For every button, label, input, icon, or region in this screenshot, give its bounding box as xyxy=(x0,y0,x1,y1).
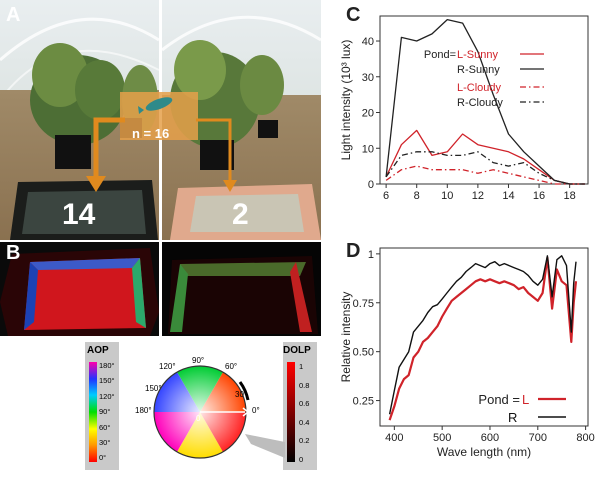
y-tick-label: 10 xyxy=(362,143,374,155)
fish-total-label: n = 16 xyxy=(132,126,170,141)
aop-colorbar xyxy=(89,362,97,462)
plot-frame xyxy=(379,247,589,427)
y-tick-label: 30 xyxy=(362,72,374,84)
aop-tick: 30° xyxy=(99,438,111,448)
color-legend: AOP 180° 150° 120° 90° 60° 30° 0° DOLP 1… xyxy=(85,342,325,474)
x-tick-label: 6 xyxy=(383,190,389,202)
dolp-title: DOLP xyxy=(283,345,311,356)
dolp-tick: 0.4 xyxy=(299,417,310,427)
dolp-colorbar xyxy=(287,362,295,462)
arrow-to-right-pond xyxy=(196,118,232,182)
legend-label-r-cloudy: R-Cloudy xyxy=(457,97,503,109)
aop-tick: 0° xyxy=(99,453,107,463)
aop-tick: 90° xyxy=(99,407,111,417)
x-axis-label: Wave length (nm) xyxy=(437,445,531,459)
y-tick-label: 0 xyxy=(368,179,374,191)
aop-tick: 60° xyxy=(99,422,111,432)
x-tick-label: 16 xyxy=(533,190,545,202)
panel-b: B xyxy=(0,242,321,336)
y-tick-label: 1 xyxy=(368,249,374,261)
plot-frame xyxy=(379,15,589,185)
x-tick-label: 400 xyxy=(385,432,403,444)
wheel-label-0: 0° xyxy=(252,406,260,415)
series-line-r-cloudy xyxy=(385,151,585,185)
aop-ticks: 180° 150° 120° 90° 60° 30° 0° xyxy=(99,358,115,466)
arrow-to-left-pond xyxy=(93,117,125,178)
panel-b-letter: B xyxy=(6,242,21,264)
legend-label-l-sunny: L-Sunny xyxy=(457,49,498,61)
wheel-label-150: 150° xyxy=(145,384,162,393)
left-greenhouse-photo xyxy=(0,0,160,240)
panel-c-letter: C xyxy=(346,4,361,26)
wheel-label-90: 90° xyxy=(192,356,205,365)
y-tick-label: 0.50 xyxy=(353,347,374,359)
aop-title: AOP xyxy=(87,345,109,356)
panel-d-letter: D xyxy=(346,240,361,262)
wheel-label-120: 120° xyxy=(159,362,176,371)
legend-label-l: L xyxy=(522,392,529,407)
wheel-label-180: 180° xyxy=(135,406,152,415)
y-tick-label: 0.75 xyxy=(353,298,374,310)
wheel-center-label: 0 xyxy=(196,414,201,423)
legend-prefix: Pond = xyxy=(478,392,520,407)
dolp-tick: 0 xyxy=(299,454,304,464)
series-line-r-sunny xyxy=(385,18,585,185)
left-pond-count: 14 xyxy=(62,198,96,231)
fish-icon xyxy=(138,97,173,114)
aop-tick: 120° xyxy=(99,391,115,401)
dolp-ticks: 1 0.8 0.6 0.4 0.2 0 xyxy=(299,358,309,470)
dolp-tick: 0.6 xyxy=(299,399,310,409)
x-tick-label: 600 xyxy=(481,432,499,444)
aop-tick: 180° xyxy=(99,361,115,370)
aop-tick: 150° xyxy=(99,376,115,386)
y-axis-label: Relative intensity xyxy=(339,292,353,383)
wheel-label-60: 60° xyxy=(225,362,238,371)
chart-light-intensity: 6 8 10 12 14 16 18 0 10 20 30 40 Light intensity (10… xyxy=(339,15,589,202)
x-tick-label: 800 xyxy=(576,432,594,444)
legend-graphics xyxy=(85,342,317,470)
legend-label-r: R xyxy=(508,410,517,425)
polarization-images xyxy=(0,242,321,336)
legend-label-r-sunny: R-Sunny xyxy=(457,64,500,76)
right-pond-count: 2 xyxy=(232,198,249,231)
wheel-to-dolp-connector xyxy=(245,434,285,458)
series-line-r xyxy=(388,255,577,415)
x-tick-label: 8 xyxy=(414,190,420,202)
x-tick-label: 18 xyxy=(564,190,576,202)
series-line-l-cloudy xyxy=(385,165,585,185)
y-axis-label: Light intensity (10³ lux) xyxy=(339,40,353,161)
x-tick-label: 500 xyxy=(433,432,451,444)
x-tick-label: 10 xyxy=(441,190,453,202)
x-tick-label: 14 xyxy=(502,190,514,202)
legend-label-l-cloudy: L-Cloudy xyxy=(457,82,502,94)
panel-a: A n = 16 14 2 xyxy=(0,0,322,240)
chart-relative-intensity: 400 500 600 700 800 0.25 0.50 0.75 1 Relative int… xyxy=(339,247,595,459)
dolp-tick: 0.2 xyxy=(299,436,310,446)
x-tick-label: 12 xyxy=(472,190,484,202)
panel-a-letter: A xyxy=(6,4,21,26)
y-tick-label: 40 xyxy=(362,36,374,48)
dolp-tick: 1 xyxy=(299,362,304,371)
greenhouse-photos xyxy=(0,0,322,240)
dolp-tick: 0.8 xyxy=(299,380,310,390)
arrow-head-right xyxy=(223,180,237,192)
arrow-head-left xyxy=(86,176,106,192)
legend-prefix: Pond= xyxy=(424,49,456,61)
y-tick-label: 20 xyxy=(362,108,374,120)
x-tick-label: 700 xyxy=(529,432,547,444)
wheel-label-30: 30° xyxy=(235,390,248,399)
y-tick-label: 0.25 xyxy=(353,396,374,408)
hue-wheel xyxy=(153,365,250,459)
